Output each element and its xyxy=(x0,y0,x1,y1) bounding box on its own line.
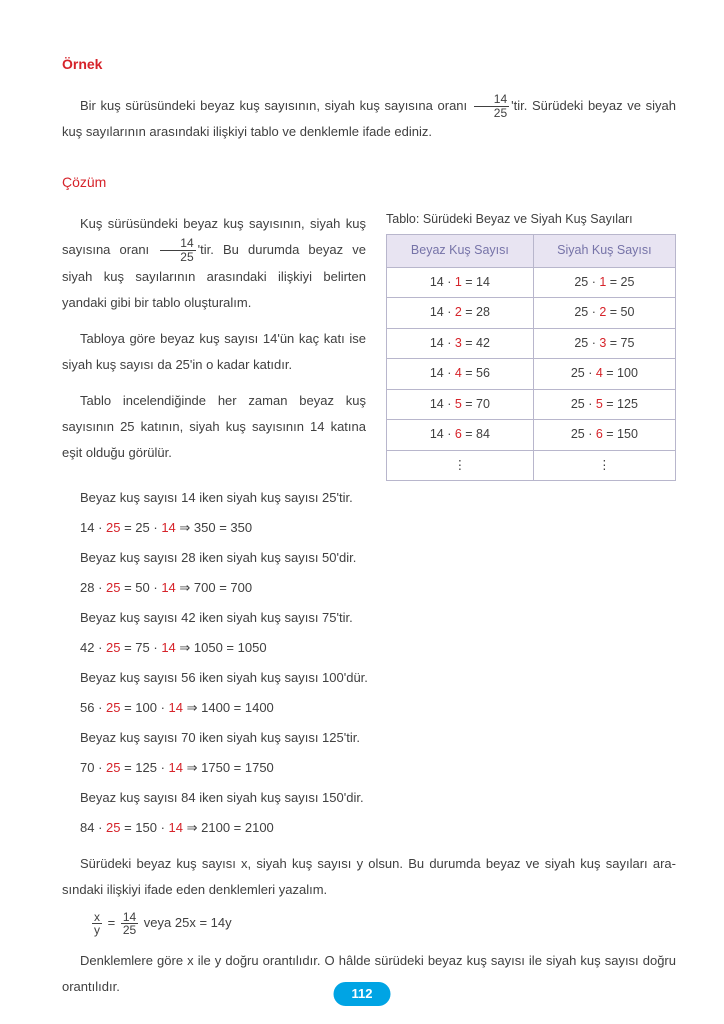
solution-p1: Kuş sürüsündeki beyaz kuş sayısının, siy… xyxy=(62,211,366,316)
eq-tail: veya 25x = 14y xyxy=(140,915,231,930)
fraction-14-25-b: 1425 xyxy=(158,237,197,263)
problem-text: Bir kuş sürüsündeki beyaz kuş sayısının,… xyxy=(62,93,676,146)
table-row: 14 · 5 = 7025 · 5 = 125 xyxy=(387,389,676,420)
table-cell: 14 · 4 = 56 xyxy=(387,359,534,390)
equation-line: 56 · 25 = 100 · 14 ⇒ 1400 = 1400 xyxy=(80,695,676,721)
statement-line: Beyaz kuş sayısı 84 iken siyah kuş sayıs… xyxy=(80,785,676,811)
table-cell: 25 · 4 = 100 xyxy=(533,359,675,390)
table-cell: 25 · 1 = 25 xyxy=(533,267,675,298)
equation-line: 14 · 25 = 25 · 14 ⇒ 350 = 350 xyxy=(80,515,676,541)
equation-line: 84 · 25 = 150 · 14 ⇒ 2100 = 2100 xyxy=(80,815,676,841)
frac-den: 25 xyxy=(121,924,138,937)
ratio-table: Beyaz Kuş Sayısı Siyah Kuş Sayısı 14 · 1… xyxy=(386,234,676,481)
table-cell: 14 · 2 = 28 xyxy=(387,298,534,329)
table-cell: 25 · 5 = 125 xyxy=(533,389,675,420)
table-row: 14 · 6 = 8425 · 6 = 150 xyxy=(387,420,676,451)
final-p1: Sürüdeki beyaz kuş sayısı x, siyah kuş s… xyxy=(62,851,676,903)
table-cell: 25 · 6 = 150 xyxy=(533,420,675,451)
table-row: 14 · 4 = 5625 · 4 = 100 xyxy=(387,359,676,390)
equation-line: 28 · 25 = 50 · 14 ⇒ 700 = 700 xyxy=(80,575,676,601)
solution-p3: Tablo incelendiğinde her zaman beyaz kuş… xyxy=(62,388,366,466)
frac-num: 14 xyxy=(160,237,195,251)
frac-den: 25 xyxy=(160,251,195,264)
table-row: 14 · 2 = 2825 · 2 = 50 xyxy=(387,298,676,329)
table-cell: 25 · 3 = 75 xyxy=(533,328,675,359)
table-caption: Tablo: Sürüdeki Beyaz ve Siyah Kuş Sayıl… xyxy=(386,211,676,229)
table-cell: 14 · 3 = 42 xyxy=(387,328,534,359)
eq-equals: = xyxy=(104,915,119,930)
equation-lines: Beyaz kuş sayısı 14 iken siyah kuş sayıs… xyxy=(62,485,676,841)
table-cell: 14 · 1 = 14 xyxy=(387,267,534,298)
two-column-layout: Kuş sürüsündeki beyaz kuş sayısının, siy… xyxy=(62,211,676,482)
statement-line: Beyaz kuş sayısı 28 iken siyah kuş sayıs… xyxy=(80,545,676,571)
vdots-cell: ⋮ xyxy=(533,450,675,481)
table-row: 14 · 1 = 1425 · 1 = 25 xyxy=(387,267,676,298)
example-heading: Örnek xyxy=(62,55,676,75)
vdots-cell: ⋮ xyxy=(387,450,534,481)
table-cell: 14 · 6 = 84 xyxy=(387,420,534,451)
right-column: Tablo: Sürüdeki Beyaz ve Siyah Kuş Sayıl… xyxy=(386,211,676,482)
solution-heading: Çözüm xyxy=(62,173,676,193)
frac-num: 14 xyxy=(474,93,509,107)
page-number-badge: 112 xyxy=(334,982,391,1006)
statement-line: Beyaz kuş sayısı 42 iken siyah kuş sayıs… xyxy=(80,605,676,631)
statement-line: Beyaz kuş sayısı 14 iken siyah kuş sayıs… xyxy=(80,485,676,511)
fraction-14-25: 1425 xyxy=(472,93,511,119)
table-header-1: Beyaz Kuş Sayısı xyxy=(387,235,534,268)
frac-num: 14 xyxy=(121,911,138,925)
final-equation: xy = 1425 veya 25x = 14y xyxy=(90,909,676,938)
equation-line: 42 · 25 = 75 · 14 ⇒ 1050 = 1050 xyxy=(80,635,676,661)
left-column: Kuş sürüsündeki beyaz kuş sayısının, siy… xyxy=(62,211,366,482)
fraction-14-25-c: 1425 xyxy=(119,911,140,937)
statement-line: Beyaz kuş sayısı 56 iken siyah kuş sayıs… xyxy=(80,665,676,691)
frac-den: 25 xyxy=(474,107,509,120)
problem-pre: Bir kuş sürüsündeki beyaz kuş sayısının,… xyxy=(80,98,472,113)
frac-den: y xyxy=(92,924,102,937)
solution-p2: Tabloya göre beyaz kuş sayısı 14'ün kaç … xyxy=(62,326,366,378)
fraction-x-y: xy xyxy=(90,911,104,937)
table-header-2: Siyah Kuş Sayısı xyxy=(533,235,675,268)
table-cell: 25 · 2 = 50 xyxy=(533,298,675,329)
table-row-vdots: ⋮⋮ xyxy=(387,450,676,481)
statement-line: Beyaz kuş sayısı 70 iken siyah kuş sayıs… xyxy=(80,725,676,751)
frac-num: x xyxy=(92,911,102,925)
table-row: 14 · 3 = 4225 · 3 = 75 xyxy=(387,328,676,359)
table-cell: 14 · 5 = 70 xyxy=(387,389,534,420)
equation-line: 70 · 25 = 125 · 14 ⇒ 1750 = 1750 xyxy=(80,755,676,781)
